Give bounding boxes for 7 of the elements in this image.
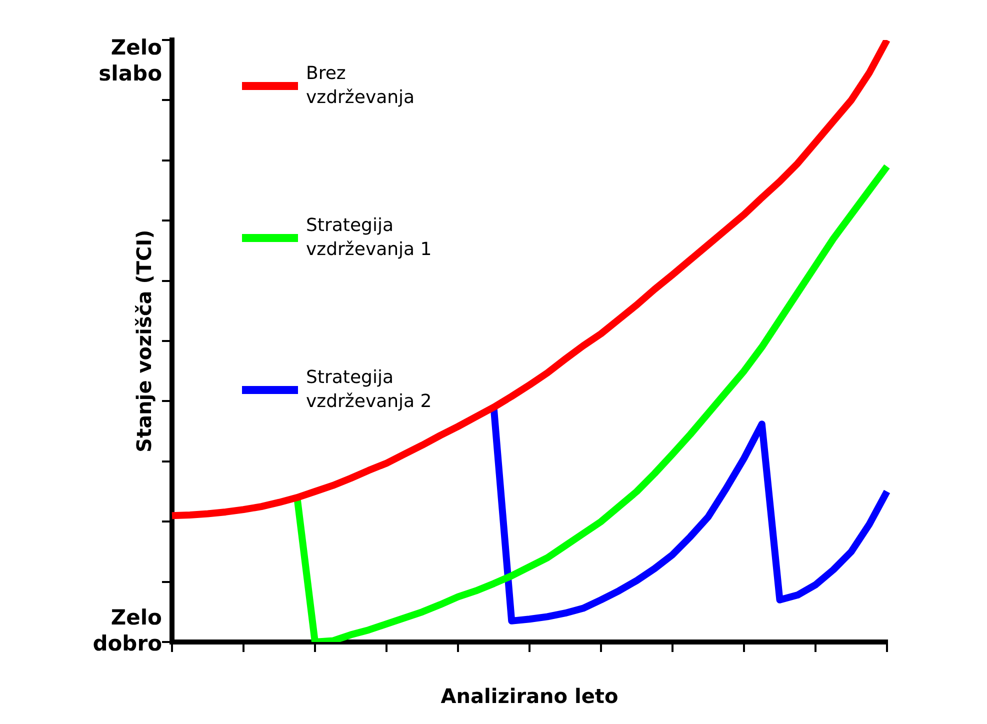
- text: Zelo slabo: [98, 35, 162, 86]
- text: Zelo dobro: [92, 605, 162, 656]
- x-axis-title: Analizirano leto: [440, 684, 618, 708]
- y-axis-title: Stanje vozišča (TCI): [132, 230, 156, 452]
- legend-label: Strategija vzdrževanja 1: [306, 214, 433, 262]
- legend-label: Strategija vzdrževanja 2: [306, 366, 433, 414]
- legend-label: Brez vzdrževanja: [306, 62, 416, 110]
